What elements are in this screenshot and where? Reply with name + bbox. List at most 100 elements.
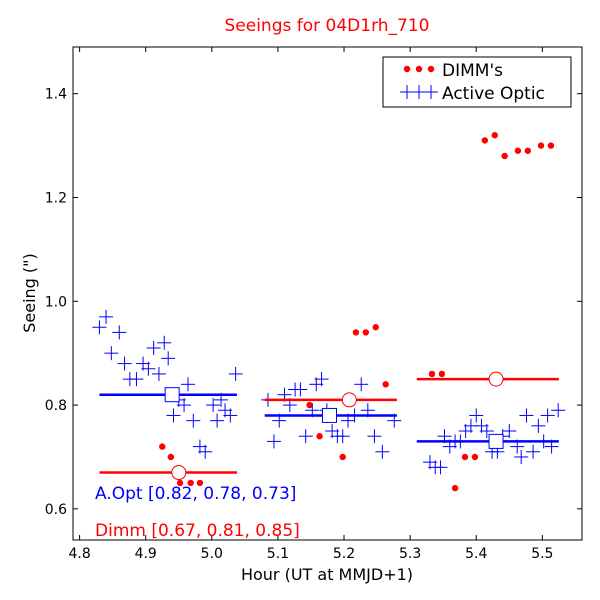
- dimm-point: [372, 324, 379, 331]
- active-optic-point: [192, 439, 207, 454]
- active-optic-point: [335, 429, 350, 444]
- dimm-point: [159, 443, 166, 450]
- dimm-point: [316, 433, 323, 440]
- dimm-point: [514, 147, 522, 154]
- dimm-point: [501, 152, 508, 160]
- dimm-mean-marker: [341, 392, 357, 408]
- dimm-point: [362, 329, 370, 336]
- dimm-point: [196, 479, 204, 487]
- active-optic-point: [519, 408, 534, 423]
- active-optic-point: [367, 429, 382, 444]
- active-optic-point: [293, 382, 308, 397]
- dimm-point: [481, 137, 489, 144]
- active-optic-point: [157, 335, 172, 350]
- series-layer: [92, 132, 566, 492]
- active-optic-point: [474, 418, 489, 433]
- legend-aopt-marker: [400, 85, 438, 99]
- y-tick-label: 0.6: [45, 502, 67, 518]
- legend-dimm-dot: [415, 65, 423, 73]
- active-optic-point: [177, 398, 192, 413]
- legend-dimm-label: DIMM's: [442, 61, 503, 81]
- aopt-mean-marker: [321, 407, 337, 423]
- active-optic-point: [198, 444, 213, 459]
- x-tick-label: 5.1: [267, 546, 289, 562]
- dimm-point: [438, 370, 446, 378]
- x-axis: 4.8 4.9 5.0 5.1 5.2 5.3 5.4 5.5: [68, 47, 553, 562]
- legend-dimm-dot: [427, 65, 435, 73]
- dimm-point: [187, 479, 194, 487]
- x-tick-label: 4.8: [68, 546, 90, 562]
- active-optic-point: [218, 403, 233, 418]
- active-optic-point: [161, 351, 176, 366]
- y-axis: 0.6 0.8 1.0 1.2 1.4: [45, 87, 582, 518]
- active-optic-point: [458, 424, 473, 439]
- dimm-mean-marker: [488, 371, 504, 387]
- y-tick-label: 1.0: [45, 294, 67, 310]
- active-optic-point: [325, 424, 340, 439]
- active-optic-point: [181, 377, 196, 392]
- x-tick-label: 5.2: [333, 546, 355, 562]
- active-optic-point: [223, 408, 238, 423]
- dimm-point: [352, 329, 360, 336]
- active-optic-point: [540, 408, 555, 423]
- active-optic-point: [469, 408, 484, 423]
- dimm-point: [382, 381, 389, 388]
- dimm-point: [547, 142, 555, 149]
- aopt-mean-marker: [488, 433, 504, 449]
- x-tick-label: 5.0: [201, 546, 223, 562]
- legend-dimm-dot: [403, 65, 411, 73]
- active-optic-point: [104, 346, 119, 361]
- active-optic-point: [206, 398, 221, 413]
- active-optic-point: [433, 460, 448, 475]
- y-tick-label: 1.2: [45, 190, 67, 206]
- active-optic-point: [141, 361, 156, 376]
- plot-area: [72, 46, 583, 541]
- active-optic-point: [298, 429, 313, 444]
- dimm-point: [451, 484, 459, 492]
- x-tick-label: 5.4: [465, 546, 487, 562]
- dimm-point: [306, 401, 313, 409]
- active-optic-point: [422, 455, 437, 470]
- active-optic-point: [526, 444, 541, 459]
- active-optic-point: [136, 356, 151, 371]
- active-optic-point: [375, 444, 390, 459]
- aopt-mean-marker: [164, 387, 180, 403]
- active-optic-point: [266, 434, 281, 449]
- dimm-mean-marker: [171, 465, 187, 481]
- aopt-annotation: A.Opt [0.82, 0.78, 0.73]: [95, 484, 296, 504]
- active-optic-point: [186, 413, 201, 428]
- active-optic-point: [502, 424, 517, 439]
- active-optic-point: [146, 340, 161, 355]
- dimm-point: [461, 453, 469, 461]
- active-optic-point: [228, 366, 243, 381]
- dimm-point: [428, 370, 436, 378]
- active-optic-point: [309, 377, 324, 392]
- active-optic-point: [151, 366, 166, 381]
- dimm-point: [537, 142, 545, 149]
- dimm-point: [167, 453, 175, 461]
- dimm-point: [176, 479, 184, 487]
- chart-title: Seeings for 04D1rh_710: [225, 16, 430, 36]
- dimm-point: [491, 132, 498, 139]
- active-optic-point: [92, 320, 107, 335]
- x-axis-title: Hour (UT at MMJD+1): [241, 565, 413, 584]
- dimm-point: [339, 453, 346, 461]
- active-optic-point: [479, 424, 494, 439]
- active-optic-point: [354, 377, 369, 392]
- active-optic-point: [551, 403, 566, 418]
- active-optic-point: [129, 372, 144, 387]
- dimm-annotation: Dimm [0.67, 0.81, 0.85]: [95, 521, 300, 541]
- dimm-point: [471, 453, 479, 461]
- x-tick-label: 5.3: [399, 546, 421, 562]
- legend-box: [382, 56, 572, 108]
- active-optic-point: [210, 413, 225, 428]
- active-optic-point: [166, 408, 181, 423]
- dimm-point: [524, 147, 531, 154]
- y-axis-title: Seeing ("): [20, 253, 39, 333]
- means-layer: [99, 371, 559, 481]
- plot-frame: [72, 46, 583, 541]
- legend-dimm-marker: [403, 65, 435, 73]
- active-optic-point: [531, 418, 546, 433]
- legend: DIMM's Active Optic: [382, 56, 572, 108]
